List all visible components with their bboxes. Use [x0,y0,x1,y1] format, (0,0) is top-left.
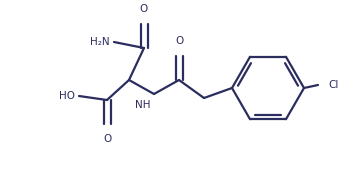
Text: O: O [103,134,111,144]
Text: NH: NH [135,100,150,110]
Text: O: O [175,36,183,46]
Text: HO: HO [59,91,75,101]
Text: Cl: Cl [328,80,338,90]
Text: O: O [140,4,148,14]
Text: H₂N: H₂N [90,37,110,47]
